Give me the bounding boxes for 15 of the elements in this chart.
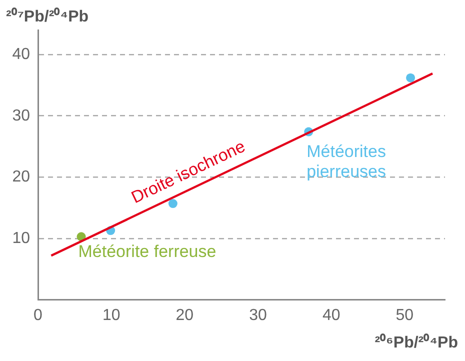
y-tick-label: 10 bbox=[12, 230, 30, 247]
series-label: Météorite ferreuse bbox=[78, 242, 216, 261]
y-tick-label: 20 bbox=[12, 168, 30, 186]
x-tick-label: 40 bbox=[322, 306, 340, 324]
x-tick-label: 50 bbox=[396, 306, 414, 324]
x-tick-label: 20 bbox=[176, 306, 194, 324]
x-axis-title: ²⁰⁶Pb/²⁰⁴Pb bbox=[374, 333, 458, 352]
x-tick-label: 0 bbox=[34, 306, 43, 324]
y-axis-title: ²⁰⁷Pb/²⁰⁴Pb bbox=[6, 7, 89, 26]
x-tick-label: 30 bbox=[249, 306, 267, 324]
x-tick-label: 10 bbox=[102, 306, 120, 324]
series-label: Météorites pierreuses bbox=[306, 142, 386, 181]
y-tick-label: 30 bbox=[12, 107, 30, 124]
point bbox=[406, 73, 416, 82]
y-tick-label: 40 bbox=[12, 46, 30, 63]
